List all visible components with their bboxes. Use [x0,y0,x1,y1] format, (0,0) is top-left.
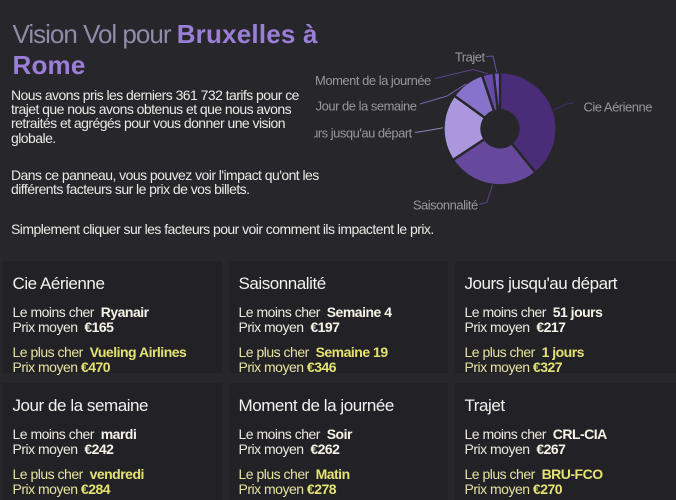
svg-text:Moment de la journée: Moment de la journée [315,73,431,88]
svg-text:Jour de la semaine: Jour de la semaine [316,99,417,114]
svg-text:Trajet: Trajet [455,50,486,65]
svg-text:Jours jusqu'au départ: Jours jusqu'au départ [298,126,412,141]
svg-text:Cie Aérienne: Cie Aérienne [584,100,653,115]
svg-text:Saisonnalité: Saisonnalité [413,198,478,213]
